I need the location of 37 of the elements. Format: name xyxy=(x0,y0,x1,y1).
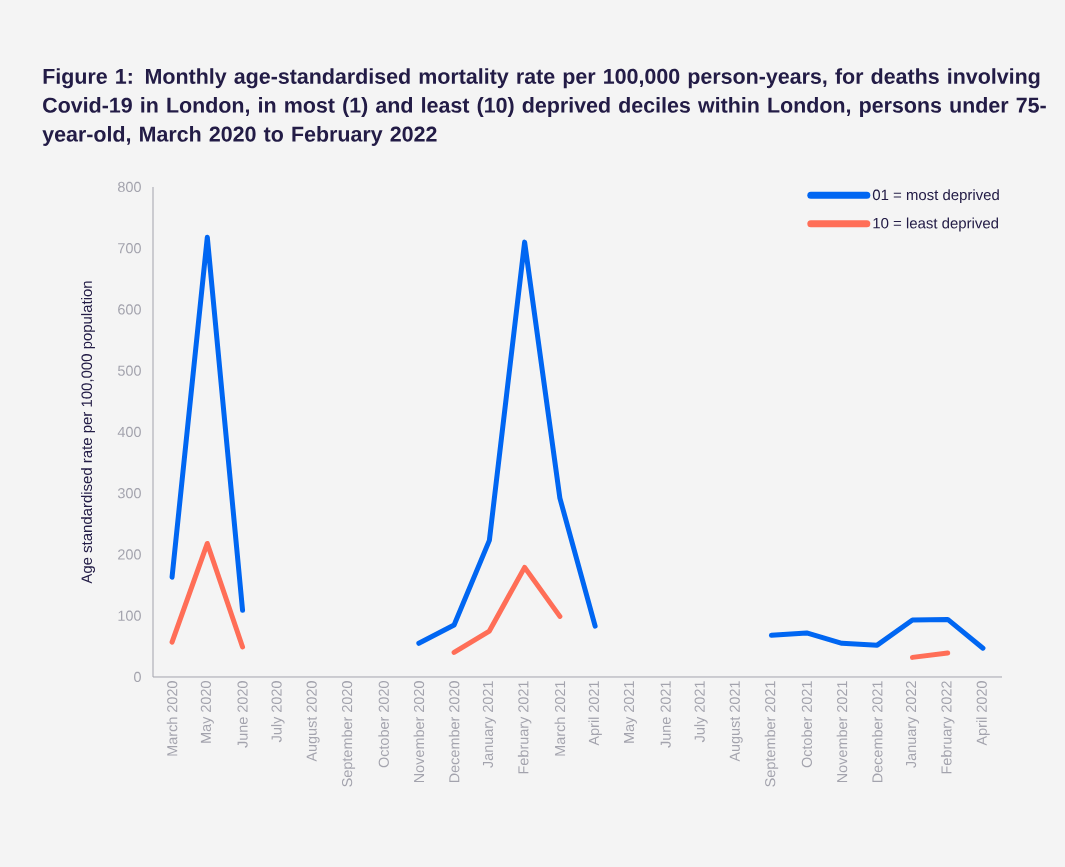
x-tick-label: December 2021 xyxy=(871,681,883,783)
x-tick-label: October 2020 xyxy=(378,681,389,768)
y-tick-label: 300 xyxy=(117,488,141,499)
x-tick-label: December 2020 xyxy=(448,681,460,783)
y-axis-title: Age standardised rate per 100,000 population xyxy=(81,281,95,584)
x-tick-label: November 2021 xyxy=(836,681,848,783)
legend-label: 10 = least deprived xyxy=(873,217,999,232)
y-tick-label: 200 xyxy=(118,549,141,560)
x-tick-label: April 2020 xyxy=(976,681,990,746)
x-tick-label: October 2021 xyxy=(801,681,812,768)
y-tick-label: 0 xyxy=(134,671,141,683)
x-tick-label: February 2022 xyxy=(940,681,955,774)
y-tick-label: 700 xyxy=(118,243,141,254)
legend-label: 01 = most deprived xyxy=(872,189,999,204)
x-tick-label: March 2020 xyxy=(166,681,178,756)
x-tick-label: January 2022 xyxy=(905,681,919,768)
x-tick-label: April 2021 xyxy=(588,681,602,746)
x-tick-label: May 2020 xyxy=(200,681,214,743)
x-tick-label: February 2021 xyxy=(517,681,532,774)
x-tick-label: August 2020 xyxy=(306,681,320,762)
x-tick-label: July 2021 xyxy=(694,681,708,743)
x-tick-label: August 2021 xyxy=(729,681,743,762)
x-tick-label: September 2021 xyxy=(764,681,779,787)
y-tick-label: 600 xyxy=(118,304,141,315)
y-tick-label: 800 xyxy=(118,181,141,193)
x-tick-label: July 2020 xyxy=(271,681,285,743)
x-tick-label: June 2021 xyxy=(660,681,671,748)
x-tick-label: May 2021 xyxy=(623,681,637,743)
y-tick-label: 100 xyxy=(118,610,141,621)
y-tick-label: 500 xyxy=(117,365,141,376)
x-tick-label: March 2021 xyxy=(554,681,566,756)
x-tick-label: January 2021 xyxy=(482,681,496,768)
x-tick-label: November 2020 xyxy=(413,681,425,783)
y-tick-label: 400 xyxy=(117,426,141,438)
x-tick-label: June 2020 xyxy=(237,681,248,748)
chart-title: Figure 1: Monthly age-standardised mortality rate per 100,000 person-years, for deaths involving Covid-19 in London, in most (1) and least (10) deprived deciles within London, persons under 75-year-old, March 2020 to February 2022 xyxy=(42,68,1046,146)
x-tick-label: September 2020 xyxy=(341,681,356,787)
